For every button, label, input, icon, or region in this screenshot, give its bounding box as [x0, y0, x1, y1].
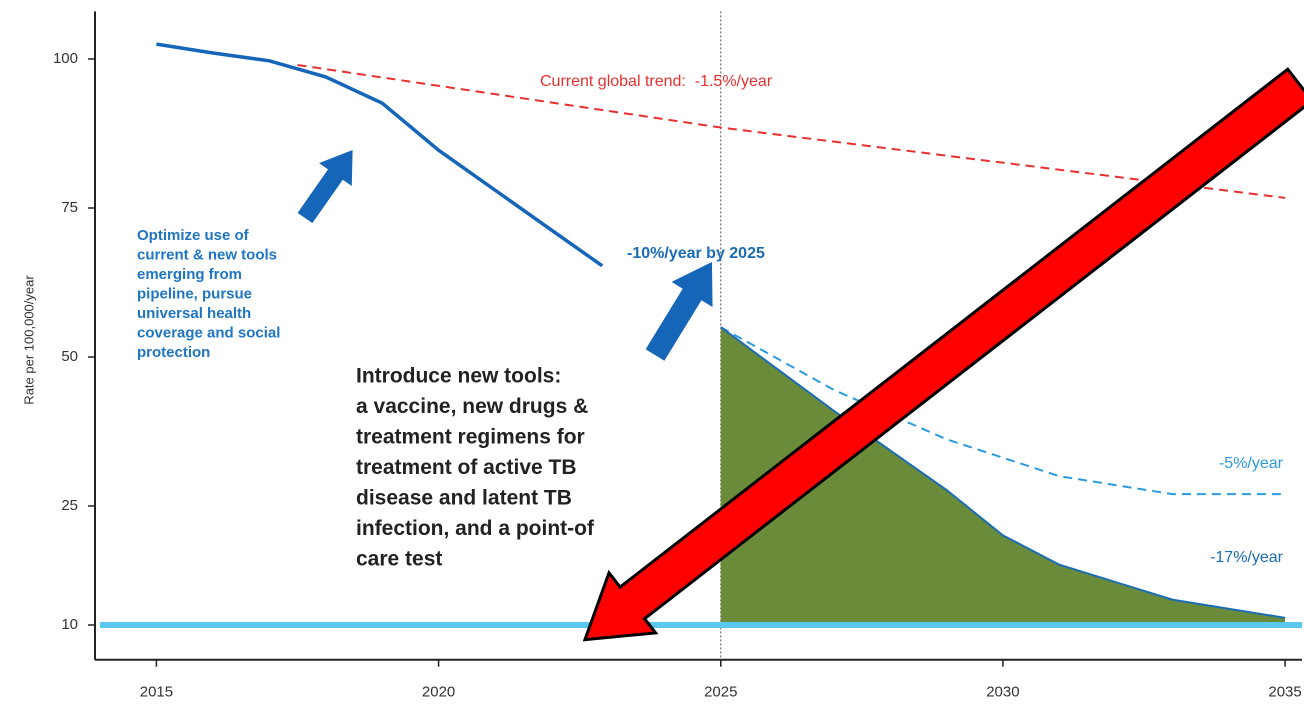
annotation-line: coverage and social [137, 324, 280, 341]
x-tick-label: 2015 [140, 684, 173, 701]
red-arrow [582, 67, 1304, 642]
annotation: -10%/year by 2025 [627, 245, 765, 262]
line [156, 42, 604, 268]
blue-arrow [645, 262, 713, 361]
area [720, 327, 1286, 625]
annotation-line: a vaccine, new drugs & [356, 395, 588, 418]
plot: 10 25 50 75 100 2015 2020 2025 2030 2035 [53, 11, 1302, 701]
series-label: -5%/year [1219, 455, 1284, 472]
line [297, 63, 1286, 199]
annotation-line: disease and latent TB [356, 487, 572, 510]
annotation-line: infection, and a point-of [356, 517, 595, 540]
y-tick-label: 75 [61, 199, 78, 216]
y-axis-label: Rate per 100,000/year [21, 275, 36, 405]
x-tick-label: 2020 [422, 684, 455, 701]
line [720, 326, 1286, 496]
series-label: Current global trend: -1.5%/year [540, 73, 773, 90]
series-label: -17%/year [1210, 549, 1284, 566]
annotation-line: care test [356, 548, 442, 571]
y-tick-label: 100 [53, 50, 78, 67]
y-tick-label: 10 [61, 616, 78, 633]
annotation-line: current & new tools [137, 246, 277, 263]
annotation-line: Optimize use of [137, 227, 250, 244]
x-tick-label: 2035 [1268, 684, 1301, 701]
annotation-line: universal health [137, 305, 251, 322]
x-tick-label: 2025 [704, 684, 737, 701]
annotation-line: protection [137, 344, 210, 361]
annotation-line: emerging from [137, 266, 242, 283]
y-tick-label: 25 [61, 497, 78, 514]
annotation-line: treatment regimens for [356, 426, 585, 449]
annotation-line: pipeline, pursue [137, 285, 252, 302]
blue-arrow [297, 150, 353, 224]
annotations: -10%/year by 2025 Current global trend: … [137, 73, 1284, 570]
area-edge [720, 326, 1286, 619]
annotation-line: Introduce new tools: [356, 365, 561, 388]
annotation-line: treatment of active TB [356, 456, 577, 479]
x-tick-label: 2030 [986, 684, 1019, 701]
y-tick-label: 50 [61, 348, 78, 365]
